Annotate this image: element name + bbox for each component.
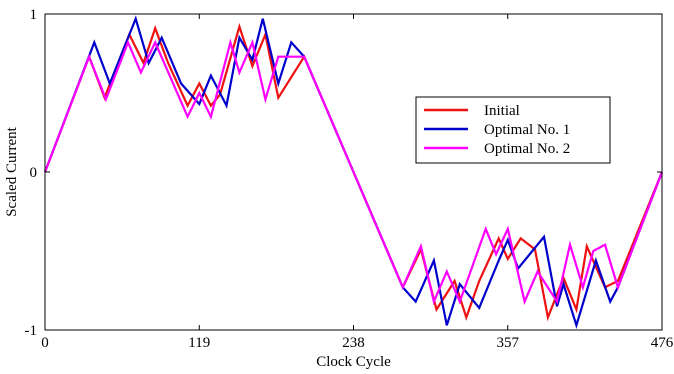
y-tick-label: 1 [30, 7, 38, 23]
series-layer [43, 15, 664, 330]
y-tick-label: -1 [25, 323, 38, 339]
legend-label-2: Optimal No. 1 [484, 122, 570, 138]
series-line-3 [43, 38, 664, 306]
legend-label-3: Optimal No. 2 [484, 141, 570, 157]
x-tick-label: 119 [188, 335, 210, 351]
legend-items: Initial Optimal No. 1 Optimal No. 2 [424, 103, 570, 157]
y-axis-label: Scaled Current [4, 126, 20, 216]
legend: Initial Optimal No. 1 Optimal No. 2 [415, 96, 611, 164]
x-tick-label: 476 [651, 335, 674, 351]
y-tick-label: 0 [30, 165, 38, 181]
x-tick-label: 357 [497, 335, 520, 351]
x-tick-label: 238 [342, 335, 365, 351]
x-axis-label: Clock Cycle [316, 354, 391, 370]
x-tick-label: 0 [41, 335, 49, 351]
legend-label-1: Initial [484, 103, 520, 119]
ticks-layer: 0 119 238 357 476-101 [25, 7, 674, 351]
